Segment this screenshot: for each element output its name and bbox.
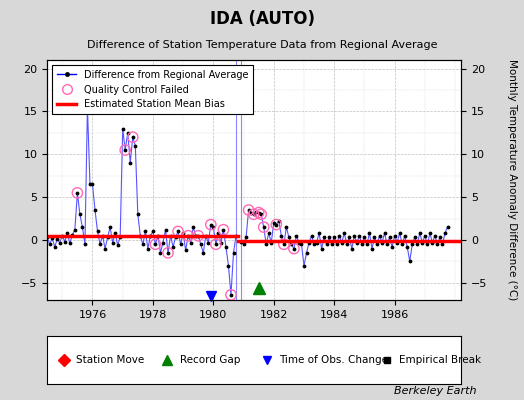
Point	[184, 232, 192, 239]
Text: Empirical Break: Empirical Break	[399, 355, 481, 365]
Text: Berkeley Earth: Berkeley Earth	[395, 386, 477, 396]
Text: Difference of Station Temperature Data from Regional Average: Difference of Station Temperature Data f…	[87, 40, 437, 50]
Point	[174, 228, 182, 235]
Point	[272, 221, 280, 228]
Legend: Difference from Regional Average, Quality Control Failed, Estimated Station Mean: Difference from Regional Average, Qualit…	[52, 65, 254, 114]
Point	[227, 292, 235, 298]
Point	[259, 224, 268, 230]
Y-axis label: Monthly Temperature Anomaly Difference (°C): Monthly Temperature Anomaly Difference (…	[507, 59, 517, 301]
Point	[206, 221, 215, 228]
Text: Record Gap: Record Gap	[180, 355, 240, 365]
Text: IDA (AUTO): IDA (AUTO)	[210, 10, 314, 28]
Point	[249, 211, 258, 218]
Point	[257, 211, 265, 218]
Point	[290, 245, 298, 252]
Point	[121, 147, 129, 153]
Point	[194, 232, 202, 239]
Point	[151, 241, 160, 248]
Text: Station Move: Station Move	[76, 355, 145, 365]
Point	[164, 250, 172, 256]
Point	[73, 190, 82, 196]
Point	[128, 134, 137, 140]
Point	[255, 209, 263, 216]
Point	[219, 226, 227, 233]
Text: Time of Obs. Change: Time of Obs. Change	[279, 355, 388, 365]
Point	[244, 207, 253, 213]
Point	[212, 241, 220, 248]
Point	[280, 241, 288, 248]
